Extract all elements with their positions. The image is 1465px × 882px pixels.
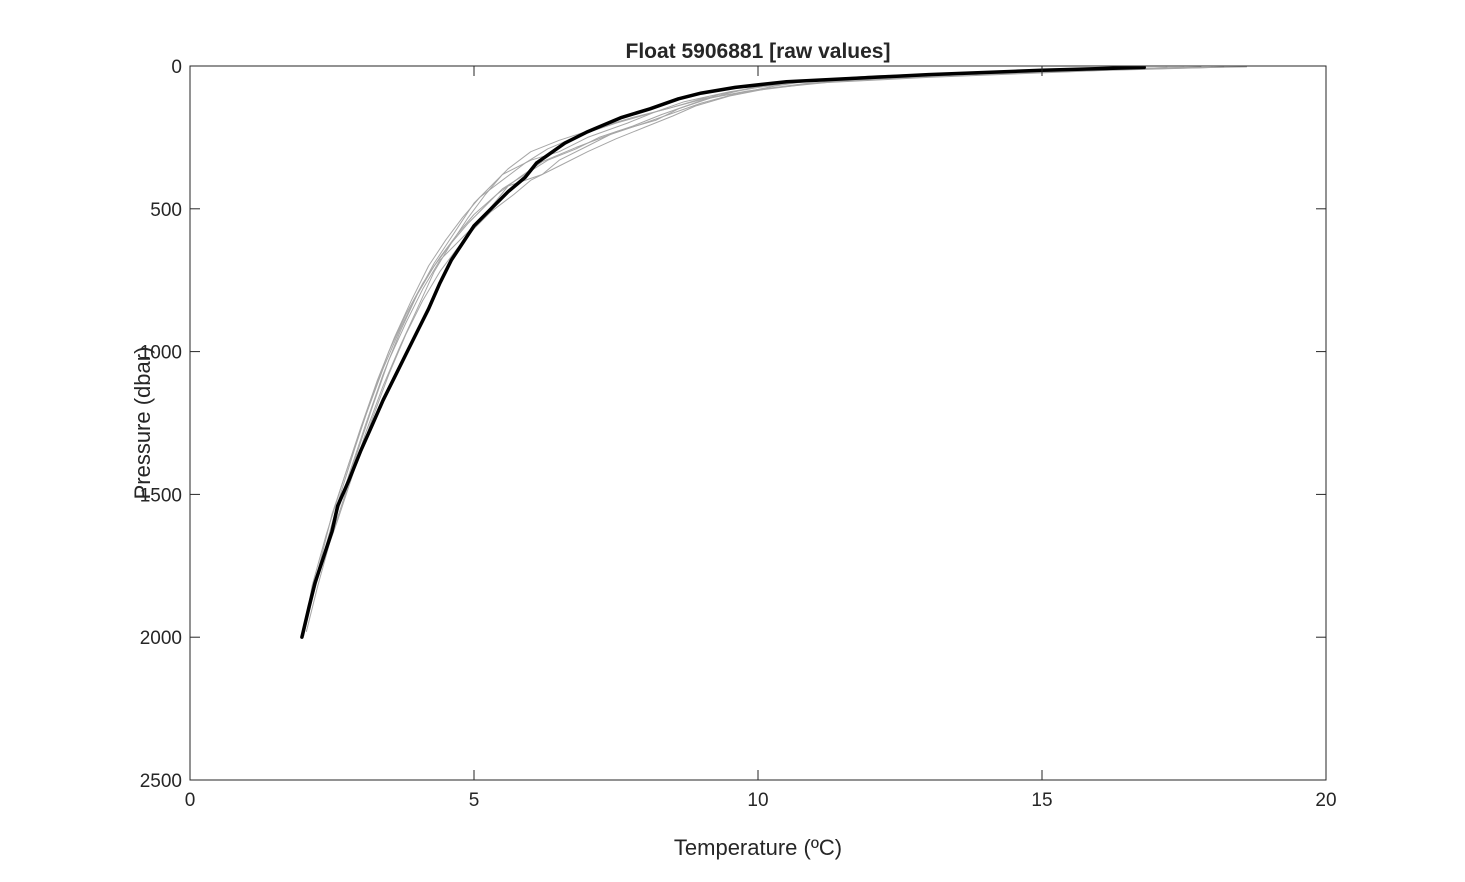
x-tick-label: 20 bbox=[1315, 790, 1336, 811]
axes-frame bbox=[189, 65, 1327, 781]
y-tick-label: 2000 bbox=[140, 628, 182, 649]
series-line-background-7 bbox=[303, 66, 1202, 637]
y-axis-ticks: 0 500 1000 1500 2000 2500 bbox=[140, 57, 1326, 792]
series-line-background-1 bbox=[305, 66, 1213, 632]
x-tick-label: 5 bbox=[469, 790, 480, 811]
series-line-highlight bbox=[300, 65, 1146, 639]
y-tick-label: 1500 bbox=[140, 485, 182, 506]
background-profiles bbox=[301, 66, 1247, 638]
series-line-background-6 bbox=[302, 67, 1128, 637]
y-tick-label: 500 bbox=[150, 200, 182, 221]
y-tick-label: 2500 bbox=[140, 771, 182, 792]
chart-title: Float 5906881 [raw values] bbox=[626, 40, 891, 63]
y-tick-label: 0 bbox=[171, 57, 182, 78]
y-axis-label: Pressure (dbar) bbox=[130, 347, 155, 500]
x-axis-label: Temperature (ºC) bbox=[674, 835, 842, 860]
series-line-background-2 bbox=[302, 66, 1185, 637]
x-tick-label: 15 bbox=[1031, 790, 1052, 811]
series-line-background-4 bbox=[303, 66, 1168, 637]
x-tick-label: 10 bbox=[747, 790, 768, 811]
highlight-profile bbox=[300, 65, 1146, 639]
series-line-background-5 bbox=[301, 66, 1225, 638]
x-axis-ticks: 0 5 10 15 20 bbox=[185, 66, 1337, 811]
y-tick-label: 1000 bbox=[140, 343, 182, 364]
x-tick-label: 0 bbox=[185, 790, 196, 811]
series-line-background-3 bbox=[303, 66, 1247, 635]
